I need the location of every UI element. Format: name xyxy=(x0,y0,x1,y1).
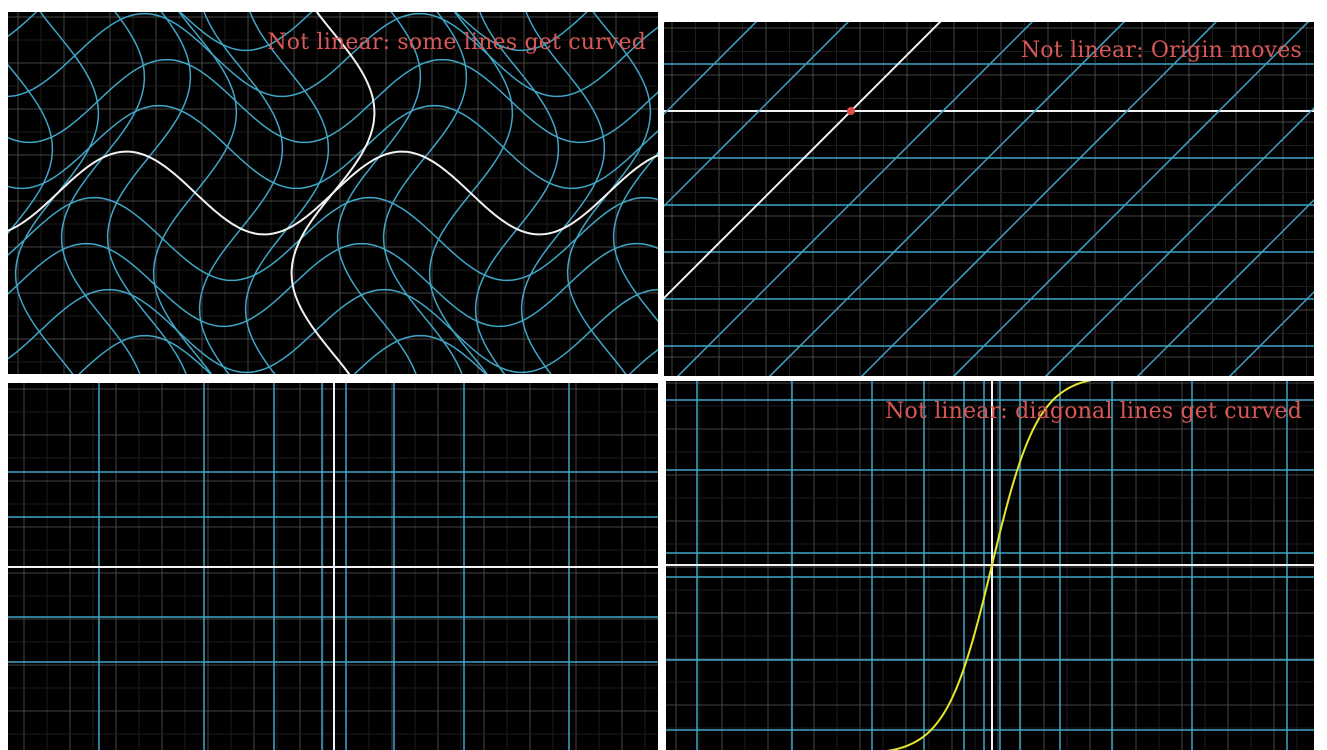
transformed-grid-line xyxy=(8,63,54,235)
red-dot-icon xyxy=(847,107,855,115)
transformed-grid-line xyxy=(8,104,658,190)
panel-curved-lines: Not linear: some lines get curved xyxy=(8,12,658,374)
transformed-grid-line xyxy=(8,196,658,282)
transformed-grid-line xyxy=(664,22,850,208)
transformed-grid-line xyxy=(520,12,606,374)
panel-axis-scaling xyxy=(8,383,658,750)
transformed-grid-line xyxy=(8,12,658,98)
transformed-grid-line xyxy=(336,12,422,374)
panel-caption: Not linear: Origin moves xyxy=(1020,38,1302,63)
panel-caption: Not linear: diagonal lines get curved xyxy=(885,399,1302,424)
diagonal-curve xyxy=(887,381,1092,750)
transformed-grid-line xyxy=(768,22,1126,376)
transformed-grid-line xyxy=(382,12,468,374)
transformed-grid-line xyxy=(952,22,1310,376)
transformed-grid-line xyxy=(474,12,560,374)
sheared-grid-canvas xyxy=(664,22,1314,376)
panel-caption: Not linear: some lines get curved xyxy=(267,30,646,55)
curved-grid-canvas xyxy=(8,12,658,374)
y-axis-curve xyxy=(290,12,376,374)
transformed-grid-line xyxy=(612,151,658,323)
panel-origin-moves: Not linear: Origin moves xyxy=(664,22,1314,376)
panel-diagonal-curved: Not linear: diagonal lines get curved xyxy=(666,381,1314,750)
diagonal-curve-canvas xyxy=(666,381,1314,750)
transformed-grid-line xyxy=(676,22,1034,376)
transformed-grid-line xyxy=(664,22,758,116)
transformed-grid-line xyxy=(198,12,284,374)
transformed-grid-line xyxy=(8,288,658,374)
transformed-grid-line xyxy=(860,22,1218,376)
scaled-grid-canvas xyxy=(8,383,658,750)
transformed-grid-line xyxy=(106,12,192,374)
transformed-grid-line xyxy=(244,12,330,374)
transformed-grid-line xyxy=(1044,106,1314,376)
transformed-grid-line xyxy=(60,12,146,374)
